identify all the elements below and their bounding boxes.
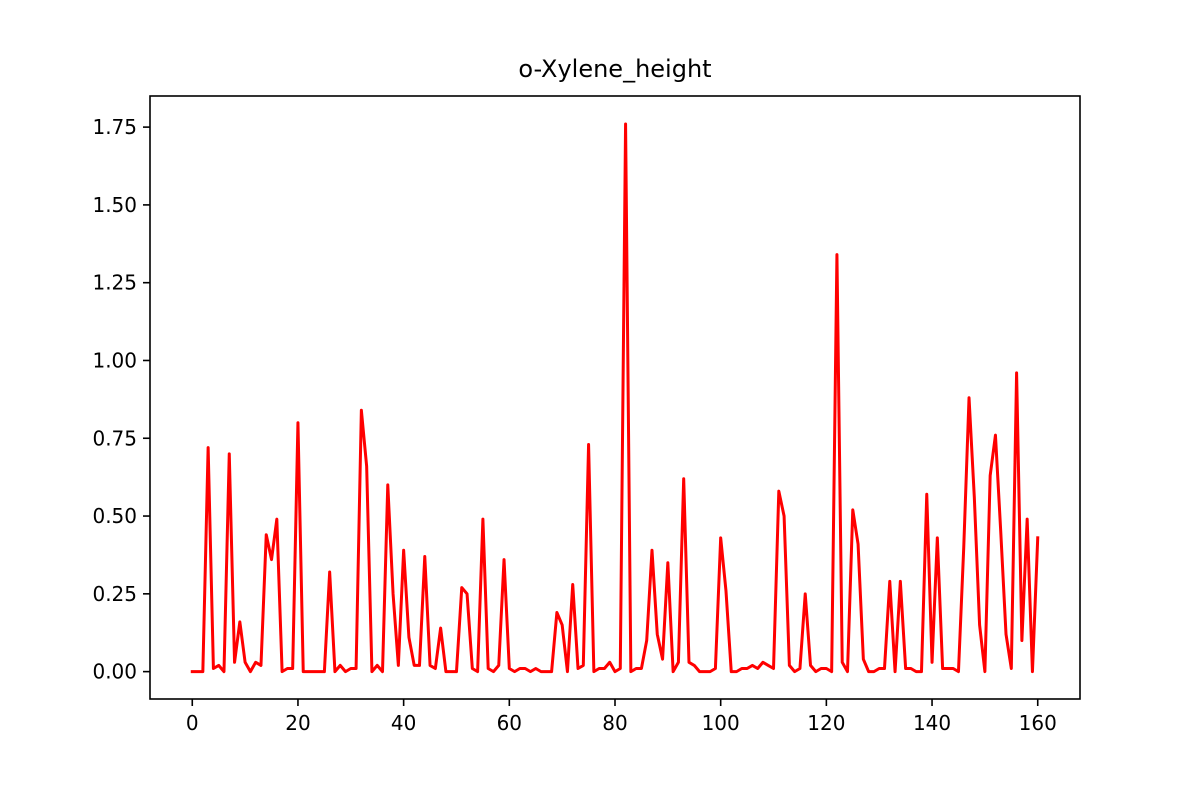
y-tick-label: 0.50 bbox=[92, 504, 137, 528]
x-tick-label: 120 bbox=[807, 711, 845, 735]
x-tick-label: 40 bbox=[391, 711, 416, 735]
y-tick-label: 1.25 bbox=[92, 271, 137, 295]
series-line-0 bbox=[190, 122, 1040, 674]
x-tick-label: 160 bbox=[1019, 711, 1057, 735]
x-tick-label: 140 bbox=[913, 711, 951, 735]
x-tick-label: 100 bbox=[702, 711, 740, 735]
plot-area bbox=[190, 122, 1040, 674]
axes: 0 20 40 60 80 100 120 140 160 0.00 0.25 0.50 0.75 1.0… bbox=[92, 95, 1081, 735]
y-tick-label: 1.75 bbox=[92, 115, 137, 139]
y-tick-label: 0.75 bbox=[92, 426, 137, 450]
x-tick-label: 0 bbox=[186, 711, 199, 735]
y-tick-label: 0.25 bbox=[92, 582, 137, 606]
x-tick-label: 60 bbox=[497, 711, 522, 735]
y-tick-label: 1.50 bbox=[92, 193, 137, 217]
y-tick-label: 1.00 bbox=[92, 348, 137, 372]
chart-title: o-Xylene_height bbox=[518, 55, 711, 83]
x-tick-label: 80 bbox=[602, 711, 627, 735]
x-tick-label: 20 bbox=[285, 711, 310, 735]
y-tick-label: 0.00 bbox=[92, 660, 137, 684]
